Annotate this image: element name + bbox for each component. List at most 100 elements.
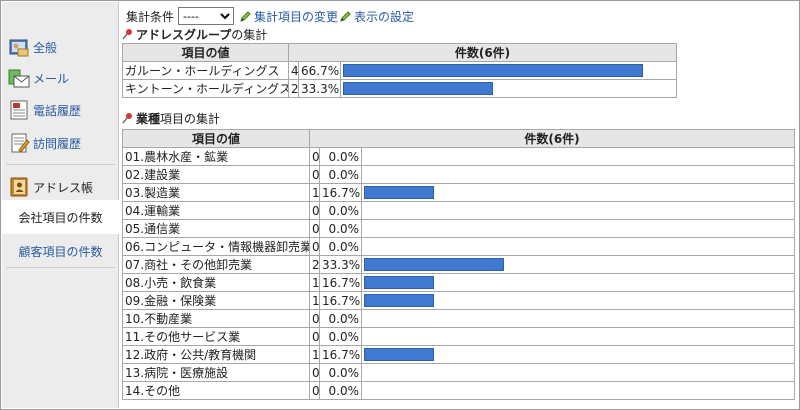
- cell-count: 0: [309, 327, 320, 346]
- cell-count: 0: [309, 147, 320, 166]
- cell-bar: [339, 79, 678, 98]
- cell-count: 0: [309, 381, 320, 400]
- cell-bar: [360, 183, 796, 202]
- sidebar-item-general[interactable]: 全般: [2, 32, 119, 62]
- sidebar-item-mail[interactable]: メール: [2, 63, 119, 93]
- cell-count: 2: [309, 255, 320, 274]
- main-content: 集計条件 ---- 集計項目の変更 表示の設定 アドレスグループ の集計: [120, 2, 799, 408]
- cell-value: 08.小売・飲食業: [122, 273, 310, 292]
- address-book-icon: [8, 176, 30, 198]
- table-row: 08.小売・飲食業 1 16.7%: [122, 273, 796, 292]
- cell-percent: 0.0%: [319, 147, 362, 166]
- sidebar-item-address-book[interactable]: アドレス帳: [2, 172, 119, 202]
- table-row: 04.運輸業 0 0.0%: [122, 201, 796, 220]
- cell-value: 10.不動産業: [122, 309, 310, 328]
- cell-bar: [339, 61, 678, 80]
- cell-count: 1: [309, 345, 320, 364]
- cell-percent: 0.0%: [319, 201, 362, 220]
- table-header-row: 項目の値 件数(6件): [122, 129, 796, 148]
- cell-count: 0: [309, 363, 320, 382]
- cell-percent: 16.7%: [319, 183, 362, 202]
- cell-percent: 16.7%: [319, 345, 362, 364]
- sidebar-divider: [6, 267, 115, 268]
- cell-value: キントーン・ホールディングス: [122, 79, 289, 98]
- cell-percent: 0.0%: [319, 165, 362, 184]
- section-title-industry: 業種 項目の集計: [122, 110, 220, 126]
- sidebar-item-label: 全般: [33, 40, 58, 55]
- cell-count: 1: [309, 183, 320, 202]
- cell-count: 0: [309, 237, 320, 256]
- cell-value: 07.商社・その他卸売業: [122, 255, 310, 274]
- count-bar: [364, 348, 434, 361]
- count-bar: [343, 64, 643, 77]
- cell-value: 05.通信業: [122, 219, 310, 238]
- count-bar: [364, 294, 434, 307]
- table-row: 10.不動産業 0 0.0%: [122, 309, 796, 328]
- cell-count: 0: [309, 219, 320, 238]
- address-group-table: 項目の値 件数(6件) ガルーン・ホールディングス 4 66.7% キントーン・ホール…: [122, 43, 678, 98]
- sidebar-item-label: アドレス帳: [33, 180, 94, 195]
- cell-count: 0: [309, 165, 320, 184]
- cell-value: 02.建設業: [122, 165, 310, 184]
- pin-icon: [122, 29, 132, 40]
- table-row: 03.製造業 1 16.7%: [122, 183, 796, 202]
- column-header-count: 件数(6件): [287, 43, 678, 62]
- cell-percent: 0.0%: [319, 327, 362, 346]
- sidebar-item-visit-history[interactable]: 訪問履歴: [2, 128, 119, 158]
- cell-count: 0: [309, 309, 320, 328]
- table-row: 13.病院・医療施設 0 0.0%: [122, 363, 796, 382]
- sidebar-subitem-label: 会社項目の件数: [18, 210, 103, 225]
- cell-bar: [360, 327, 796, 346]
- column-header-count: 件数(6件): [308, 129, 796, 148]
- pin-icon: [122, 113, 132, 124]
- table-row: 12.政府・公共/教育機関 1 16.7%: [122, 345, 796, 364]
- display-settings-link[interactable]: 表示の設定: [340, 8, 414, 25]
- table-row: 05.通信業 0 0.0%: [122, 219, 796, 238]
- table-row: ガルーン・ホールディングス 4 66.7%: [122, 61, 678, 80]
- cell-bar: [360, 345, 796, 364]
- sidebar-subitem-label: 顧客項目の件数: [18, 244, 103, 259]
- cell-bar: [360, 201, 796, 220]
- cell-value: 04.運輸業: [122, 201, 310, 220]
- cell-count: 1: [309, 273, 320, 292]
- cell-percent: 16.7%: [319, 291, 362, 310]
- cell-percent: 0.0%: [319, 237, 362, 256]
- cell-value: 14.その他: [122, 381, 310, 400]
- industry-table: 項目の値 件数(6件) 01.農林水産・鉱業 0 0.0% 02.建設業 0 0.0% 03…: [122, 129, 796, 400]
- cell-value: 09.金融・保険業: [122, 291, 310, 310]
- cell-value: 12.政府・公共/教育機関: [122, 345, 310, 364]
- cell-value: 13.病院・医療施設: [122, 363, 310, 382]
- column-header-value: 項目の値: [122, 129, 310, 148]
- sidebar-item-phone-history[interactable]: 電話履歴: [2, 95, 119, 125]
- cell-value: ガルーン・ホールディングス: [122, 61, 289, 80]
- cell-bar: [360, 255, 796, 274]
- sidebar-item-label: 電話履歴: [33, 103, 82, 118]
- count-bar: [364, 186, 434, 199]
- toolbar: 集計条件 ---- 集計項目の変更 表示の設定: [126, 6, 414, 26]
- cell-percent: 0.0%: [319, 363, 362, 382]
- pencil-icon: [340, 11, 351, 22]
- table-row: 02.建設業 0 0.0%: [122, 165, 796, 184]
- condition-select[interactable]: ----: [178, 7, 235, 25]
- sidebar-item-label: 訪問履歴: [33, 136, 82, 151]
- count-bar: [364, 276, 434, 289]
- table-row: 07.商社・その他卸売業 2 33.3%: [122, 255, 796, 274]
- cell-bar: [360, 219, 796, 238]
- pencil-icon: [240, 11, 251, 22]
- sidebar-subitem-customer-count[interactable]: 顧客項目の件数: [2, 234, 119, 268]
- sidebar-subitem-company-count[interactable]: 会社項目の件数: [2, 200, 119, 234]
- cell-count: 4: [288, 61, 299, 80]
- cell-bar: [360, 291, 796, 310]
- table-row: 01.農林水産・鉱業 0 0.0%: [122, 147, 796, 166]
- count-bar: [364, 258, 504, 271]
- cell-value: 03.製造業: [122, 183, 310, 202]
- cell-value: 11.その他サービス業: [122, 327, 310, 346]
- cell-percent: 33.3%: [298, 79, 341, 98]
- sidebar: 全般 メール 電話履歴 訪問履歴 アドレス帳: [2, 2, 119, 408]
- table-row: キントーン・ホールディングス 2 33.3%: [122, 79, 678, 98]
- cell-bar: [360, 309, 796, 328]
- change-items-link[interactable]: 集計項目の変更: [240, 8, 338, 25]
- cell-value: 06.コンピュータ・情報機器卸売業: [122, 237, 310, 256]
- column-header-value: 項目の値: [122, 43, 289, 62]
